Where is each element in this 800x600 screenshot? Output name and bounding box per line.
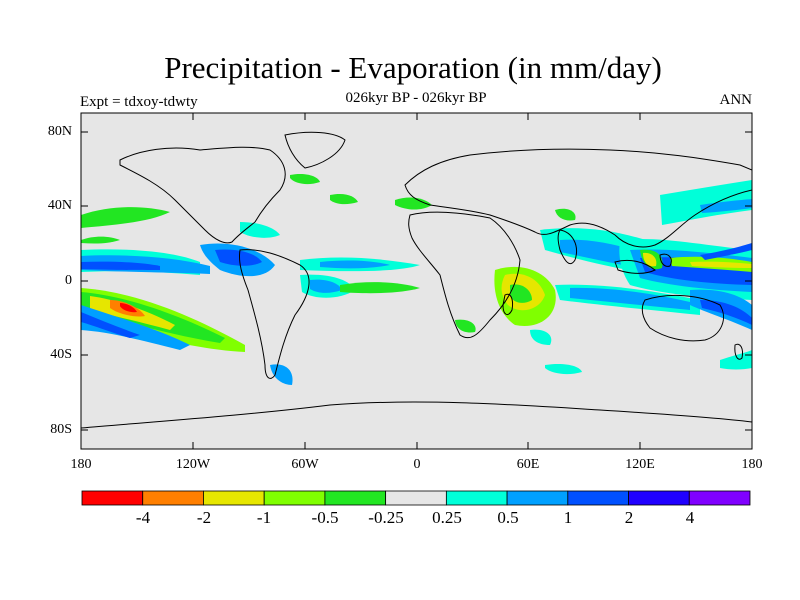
colorbar-label: 0.25 [432, 508, 462, 527]
lat-label-80n: 80N [47, 124, 72, 139]
colorbar-swatch [81, 490, 144, 506]
colorbar-swatch [567, 490, 629, 506]
experiment-label: Expt = tdxoy-tdwty [80, 94, 198, 110]
lon-label-180e: 180 [741, 457, 763, 472]
axis-ticks [81, 113, 752, 449]
colorbar-swatch [385, 490, 447, 506]
colorbar-label: 4 [685, 508, 695, 527]
colorbar-label: -0.25 [368, 508, 404, 527]
colorbar [81, 490, 751, 506]
lat-label-40n: 40N [47, 198, 72, 213]
lon-label-120w: 120W [175, 457, 211, 472]
colorbar-label: -1 [256, 508, 272, 527]
lon-label-0: 0 [413, 457, 421, 472]
colorbar-label: -0.5 [311, 508, 339, 527]
lon-label-60w: 60W [291, 457, 319, 472]
lat-label-80s: 80S [50, 422, 72, 437]
colorbar-swatch [506, 490, 569, 506]
colorbar-label: 0.5 [497, 508, 519, 527]
colorbar-swatch [445, 490, 508, 506]
colorbar-label: -2 [196, 508, 212, 527]
lat-label-0: 0 [65, 273, 72, 288]
precip-evap-field [81, 173, 752, 385]
colorbar-label: 2 [624, 508, 634, 527]
lat-label-40s: 40S [50, 347, 72, 362]
lon-label-60e: 60E [516, 457, 540, 472]
season-label: ANN [719, 92, 753, 108]
lon-label-180w: 180 [70, 457, 92, 472]
plot-subtitle: 026kyr BP - 026kyr BP [345, 90, 487, 106]
colorbar-swatch [263, 490, 326, 506]
plot-title: Precipitation - Evaporation (in mm/day) [164, 50, 662, 85]
colorbar-label: -4 [135, 508, 151, 527]
coastlines [81, 131, 752, 429]
colorbar-label: 1 [563, 508, 573, 527]
colorbar-swatch [324, 490, 387, 506]
colorbar-swatch [142, 490, 204, 506]
colorbar-swatch [203, 490, 265, 506]
lon-label-120e: 120E [625, 457, 655, 472]
colorbar-swatch [628, 490, 690, 506]
colorbar-swatch [688, 490, 751, 506]
